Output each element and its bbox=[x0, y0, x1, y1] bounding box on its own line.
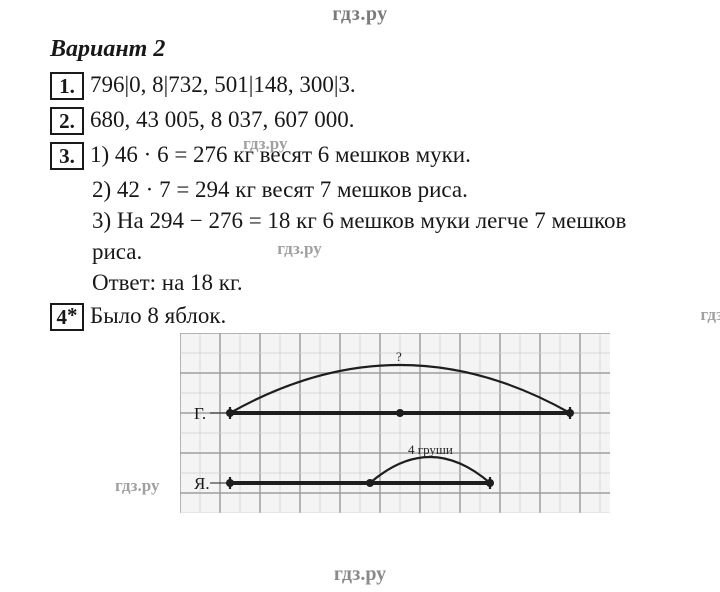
watermark-diagram: гдз.ру bbox=[115, 476, 160, 496]
item-3-line3a: 3) На 294 − 276 = 18 кг 6 мешков муки ле… bbox=[92, 205, 670, 236]
page-header-watermark: гдз.ру bbox=[0, 3, 720, 26]
svg-text:Г.: Г. bbox=[194, 404, 206, 423]
item-1-number: 1. bbox=[50, 72, 84, 100]
diagram-container: Г. Я.? 4 груши bbox=[180, 333, 670, 513]
item-1-text: 796|0, 8|732, 501|148, 300|3. bbox=[90, 69, 670, 100]
svg-text:Я.: Я. bbox=[194, 474, 210, 493]
watermark-q4: гдз.ру bbox=[701, 304, 720, 327]
item-1: 1. 796|0, 8|732, 501|148, 300|3. bbox=[50, 69, 670, 100]
item-3-answer: Ответ: на 18 кг. bbox=[92, 267, 670, 298]
item-2: 2. 680, 43 005, 8 037, 607 000. bbox=[50, 104, 670, 135]
item-3-line1: 1) 46 · 6 = 276 кг весят 6 мешков муки. bbox=[90, 139, 670, 170]
page-root: гдз.ру Вариант 2 1. 796|0, 8|732, 501|14… bbox=[0, 0, 720, 592]
watermark-mid: гдз.ру bbox=[277, 239, 322, 270]
item-3-number: 3. bbox=[50, 142, 84, 170]
item-3-line3b: риса. bbox=[92, 236, 142, 267]
item-2-text: 680, 43 005, 8 037, 607 000. bbox=[90, 104, 670, 135]
item-4-number: 4 bbox=[50, 303, 84, 331]
svg-text:?: ? bbox=[396, 349, 402, 364]
variant-title: Вариант 2 bbox=[50, 36, 670, 63]
segments-diagram: Г. Я.? 4 груши bbox=[180, 333, 610, 513]
footer-watermark: гдз.ру bbox=[0, 563, 720, 586]
svg-text:4 груши: 4 груши bbox=[408, 442, 453, 457]
item-3: 3. 1) 46 · 6 = 276 кг весят 6 мешков мук… bbox=[50, 139, 670, 170]
item-4: 4 Было 8 яблок. гдз.ру bbox=[50, 300, 670, 331]
item-4-text: Было 8 яблок. bbox=[90, 300, 626, 331]
item-3-line2: 2) 42 · 7 = 294 кг весят 7 мешков риса. bbox=[92, 174, 670, 205]
item-2-number: 2. bbox=[50, 107, 84, 135]
